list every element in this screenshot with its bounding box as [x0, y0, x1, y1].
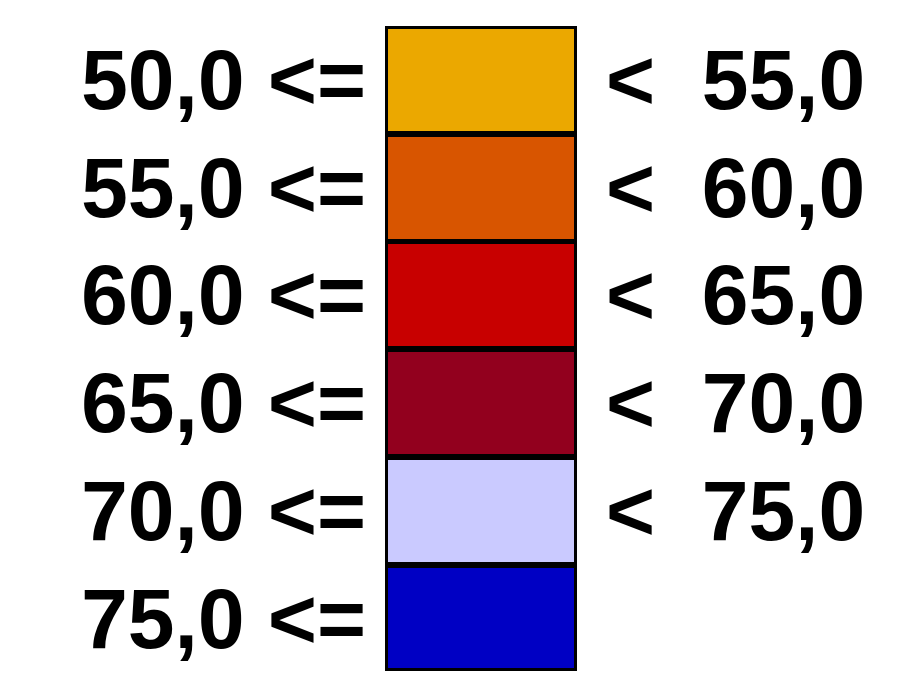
- legend-row: 65,0 <= < 70,0: [0, 349, 901, 457]
- legend-lower-bound-label: 75,0 <=: [81, 572, 366, 666]
- legend-row: 70,0 <= < 75,0: [0, 457, 901, 565]
- legend-swatch: [385, 565, 577, 671]
- legend-lower-bound-label: 50,0 <=: [81, 33, 366, 127]
- legend-lower-bound-label: 60,0 <=: [81, 248, 366, 342]
- legend-row: 60,0 <= < 65,0: [0, 241, 901, 349]
- legend-row: 55,0 <= < 60,0: [0, 134, 901, 242]
- legend-row: 75,0 <=: [0, 565, 901, 673]
- legend-lower-bound-label: 70,0 <=: [81, 464, 366, 558]
- legend-swatch: [385, 349, 577, 457]
- legend-lower-bound-label: 55,0 <=: [81, 141, 366, 235]
- legend-upper-bound-label: < 60,0: [606, 141, 866, 235]
- legend-swatch: [385, 457, 577, 565]
- legend-swatch: [385, 241, 577, 349]
- legend-upper-bound-label: < 65,0: [606, 248, 866, 342]
- legend-lower-bound-label: 65,0 <=: [81, 356, 366, 450]
- legend-row: 50,0 <= < 55,0: [0, 26, 901, 134]
- legend-upper-bound-label: < 55,0: [606, 33, 866, 127]
- legend-swatch: [385, 26, 577, 134]
- legend-upper-bound-label: < 70,0: [606, 356, 866, 450]
- legend-upper-bound-label: < 75,0: [606, 464, 866, 558]
- legend-swatch: [385, 134, 577, 242]
